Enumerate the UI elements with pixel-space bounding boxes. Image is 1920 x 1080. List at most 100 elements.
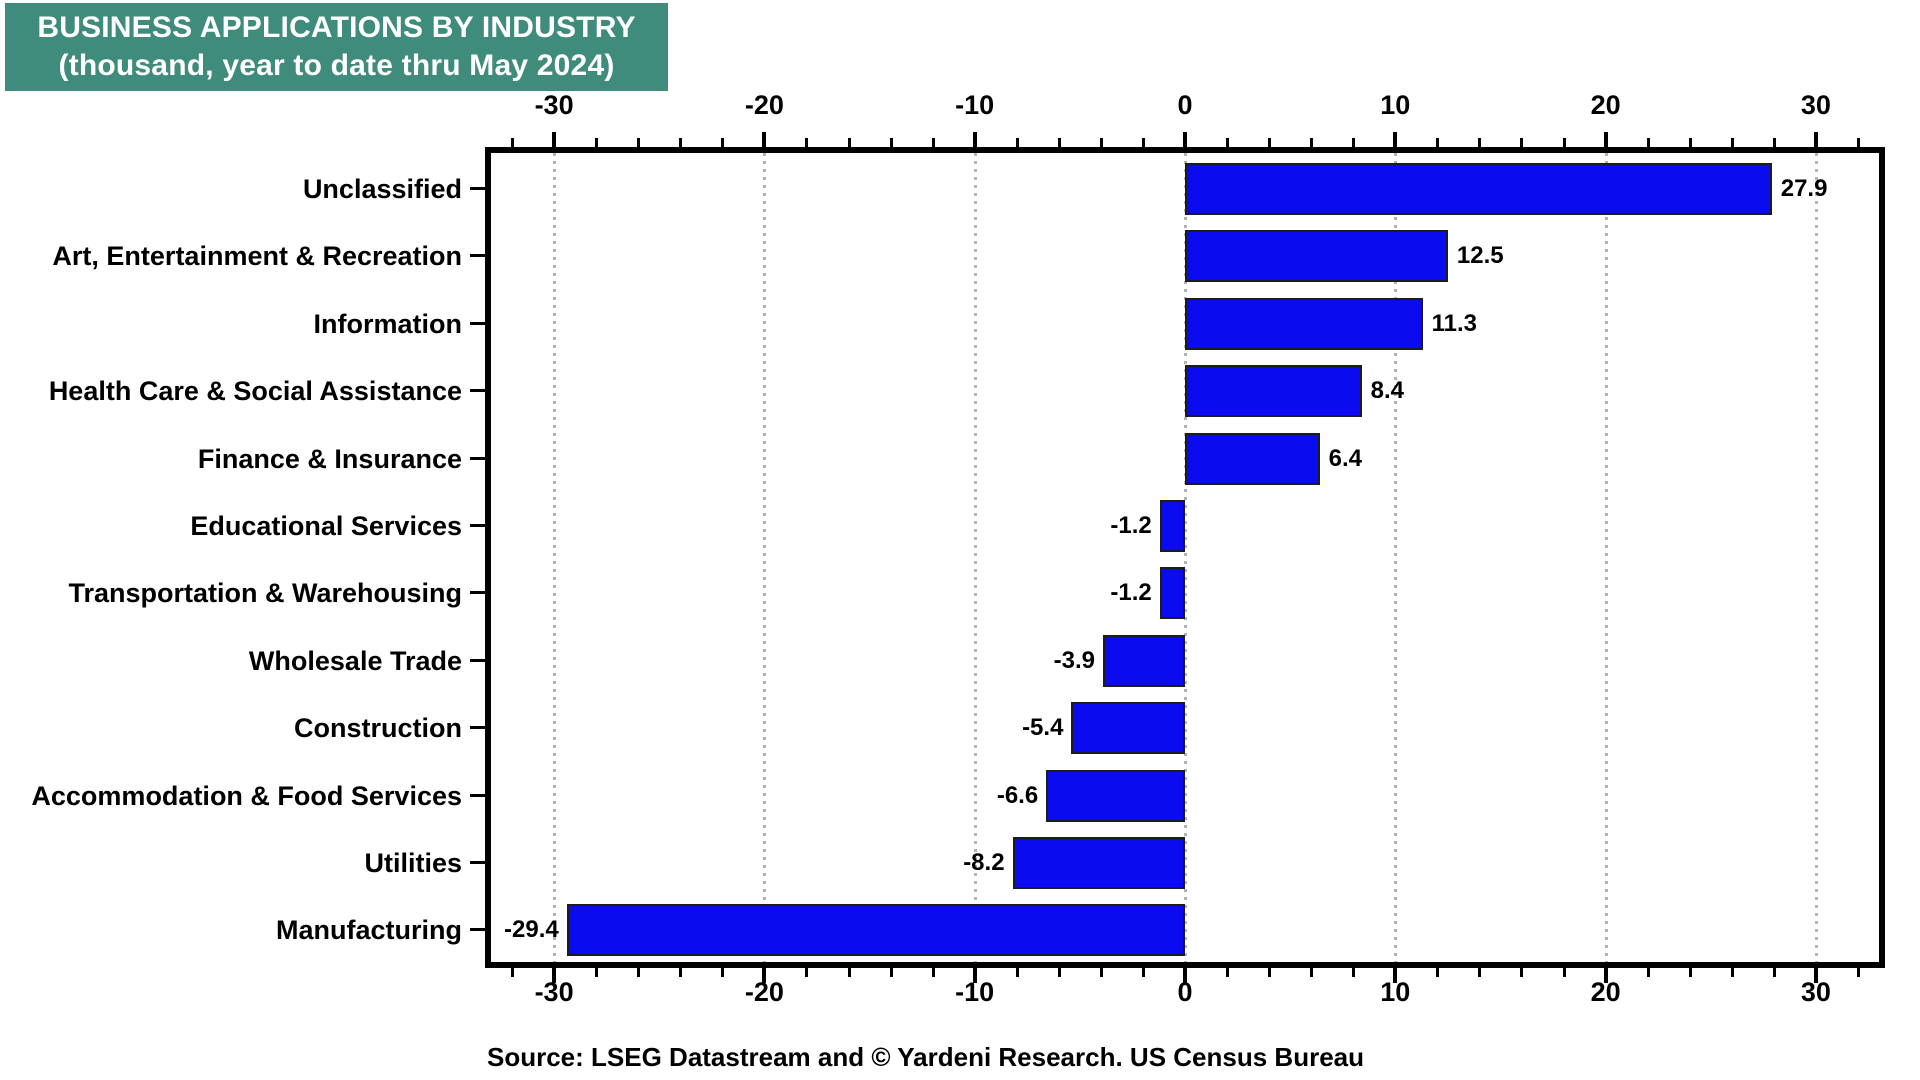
x-axis-bottom-minor-tick--16: [847, 968, 851, 977]
value-label-finance-insurance: 6.4: [1328, 444, 1362, 472]
gridline-0: [1184, 153, 1187, 962]
x-axis-top-major-tick-20: [1603, 132, 1608, 147]
x-axis-bottom-minor-tick--18: [805, 968, 809, 977]
x-axis-bottom-minor-tick-4: [1268, 968, 1272, 977]
x-axis-top-minor-tick-32: [1856, 138, 1860, 147]
x-axis-bottom-major-tick-0: [1183, 968, 1187, 983]
bar-accommodation-food-services: [1046, 769, 1185, 822]
x-axis-top-label-10: 10: [1380, 90, 1411, 120]
x-axis-top-major-tick--30: [552, 132, 557, 147]
category-tick-health-care-social-assistance: [470, 389, 485, 393]
value-label-unclassified: 27.9: [1780, 175, 1828, 202]
x-axis-top-label--20: -20: [744, 90, 784, 120]
bar-health-care-social-assistance: [1185, 365, 1362, 418]
x-axis-top-label--10: -10: [955, 90, 995, 120]
x-axis-bottom-minor-tick-16: [1520, 968, 1524, 977]
x-axis-top-minor-tick-6: [1310, 138, 1314, 147]
bar-educational-services: [1159, 500, 1185, 552]
x-axis-top-minor-tick-22: [1646, 138, 1650, 147]
value-label-accommodation-food-services: -6.6: [996, 781, 1039, 809]
category-label-information: Information: [313, 308, 463, 339]
value-label-wholesale-trade: -3.9: [1053, 646, 1095, 674]
value-label-educational-services: -1.2: [1110, 512, 1152, 539]
x-axis-bottom-minor-tick--26: [637, 968, 641, 977]
category-label-health-care-social-assistance: Health Care & Social Assistance: [48, 376, 462, 407]
x-axis-bottom-major-tick--30: [552, 968, 557, 983]
x-axis-top-minor-tick-24: [1688, 138, 1692, 147]
x-axis-top-label-0: 0: [1177, 90, 1193, 120]
x-axis-bottom-minor-tick-18: [1562, 968, 1566, 977]
x-axis-top-minor-tick-18: [1562, 138, 1566, 147]
value-label-art-entertainment-recreation: 12.5: [1456, 242, 1504, 270]
chart-title-box: BUSINESS APPLICATIONS BY INDUSTRY (thous…: [5, 3, 668, 91]
x-axis-top-minor-tick-2: [1226, 138, 1230, 147]
category-tick-wholesale-trade: [470, 658, 485, 662]
value-label-manufacturing: -29.4: [504, 916, 559, 944]
x-axis-bottom-label--30: -30: [534, 977, 574, 1007]
x-axis-bottom-minor-tick-22: [1646, 968, 1650, 977]
x-axis-top-minor-tick--8: [1015, 138, 1019, 147]
x-axis-bottom-major-tick--20: [762, 968, 767, 983]
gridline--20: [763, 153, 767, 962]
bar-art-entertainment-recreation: [1185, 230, 1448, 283]
x-axis-top-label--30: -30: [534, 90, 574, 120]
x-axis-top-minor-tick--22: [721, 138, 725, 147]
x-axis-bottom-minor-tick--4: [1099, 968, 1103, 977]
x-axis-top-major-tick-10: [1393, 132, 1398, 147]
x-axis-bottom-minor-tick-28: [1772, 968, 1776, 977]
value-label-construction: -5.4: [1022, 714, 1064, 742]
x-axis-top-label-30: 30: [1800, 90, 1831, 120]
bar-unclassified: [1185, 163, 1772, 215]
plot-area: 27.9 12.5 11.3 8.4 6.4 -1.2 -1.2 -3.9 -5.4 -6.6 -8…: [485, 147, 1885, 968]
x-axis-top-minor-tick-28: [1772, 138, 1776, 147]
x-axis-bottom-minor-tick-26: [1730, 968, 1734, 977]
x-axis-bottom-minor-tick-24: [1688, 968, 1692, 977]
x-axis-top-minor-tick--26: [637, 138, 641, 147]
x-axis-top-minor-tick-8: [1352, 138, 1356, 147]
x-axis-bottom-minor-tick--12: [931, 968, 935, 977]
x-axis-top-major-tick--10: [972, 132, 977, 147]
x-axis-top-minor-tick--14: [889, 138, 893, 147]
x-axis-top-minor-tick--18: [805, 138, 809, 147]
x-axis-bottom-label--20: -20: [744, 977, 784, 1007]
category-label-manufacturing: Manufacturing: [276, 915, 462, 946]
x-axis-bottom-minor-tick--32: [511, 968, 515, 977]
category-tick-utilities: [470, 861, 485, 864]
bar-transportation-warehousing: [1159, 567, 1185, 620]
x-axis-top-major-tick--20: [762, 132, 767, 147]
category-label-accommodation-food-services: Accommodation & Food Services: [31, 780, 462, 811]
bar-finance-insurance: [1185, 432, 1320, 485]
x-axis-top-minor-tick--12: [931, 138, 935, 147]
x-axis-bottom-label-30: 30: [1800, 977, 1831, 1007]
bar-information: [1185, 297, 1423, 350]
category-tick-educational-services: [470, 524, 485, 527]
category-label-transportation-warehousing: Transportation & Warehousing: [68, 578, 462, 609]
x-axis-top-major-tick-30: [1813, 132, 1818, 147]
category-tick-finance-insurance: [470, 456, 485, 460]
x-axis-bottom-major-tick-30: [1813, 968, 1818, 983]
bar-wholesale-trade: [1102, 634, 1185, 687]
x-axis-bottom-minor-tick--2: [1141, 968, 1145, 977]
category-label-educational-services: Educational Services: [190, 511, 462, 541]
x-axis-top-major-tick-0: [1183, 132, 1187, 147]
value-label-utilities: -8.2: [963, 849, 1005, 876]
x-axis-top-minor-tick-26: [1730, 138, 1734, 147]
x-axis-bottom-major-tick--10: [972, 968, 977, 983]
x-axis-bottom-minor-tick-14: [1478, 968, 1482, 977]
x-axis-top-minor-tick--2: [1141, 138, 1145, 147]
gridline-30: [1814, 153, 1818, 962]
category-label-art-entertainment-recreation: Art, Entertainment & Recreation: [52, 241, 462, 272]
category-tick-construction: [470, 726, 485, 730]
x-axis-bottom-label-0: 0: [1177, 977, 1193, 1007]
gridline--10: [973, 153, 977, 962]
category-label-construction: Construction: [294, 713, 462, 744]
x-axis-bottom-label--10: -10: [955, 977, 995, 1007]
x-axis-top-minor-tick--28: [595, 138, 599, 147]
x-axis-top-minor-tick-4: [1268, 138, 1272, 147]
x-axis-top-minor-tick-14: [1478, 138, 1482, 147]
x-axis-top-label-20: 20: [1590, 90, 1621, 120]
x-axis-top-minor-tick-12: [1436, 138, 1440, 147]
x-axis-bottom-minor-tick-32: [1856, 968, 1860, 977]
category-tick-information: [470, 321, 485, 325]
x-axis-bottom-minor-tick--8: [1015, 968, 1019, 977]
